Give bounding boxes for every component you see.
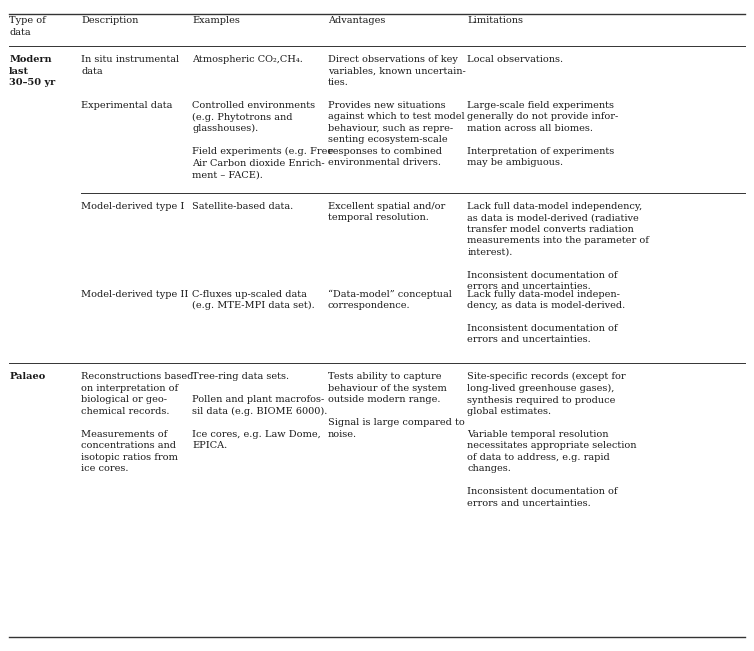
Text: Description: Description xyxy=(81,16,139,25)
Text: “Data-model” conceptual
correspondence.: “Data-model” conceptual correspondence. xyxy=(328,290,452,311)
Text: Large-scale field experiments
generally do not provide infor-
mation across all : Large-scale field experiments generally … xyxy=(467,101,619,167)
Text: Tests ability to capture
behaviour of the system
outside modern range.

Signal i: Tests ability to capture behaviour of th… xyxy=(328,372,464,439)
Text: Excellent spatial and/or
temporal resolution.: Excellent spatial and/or temporal resolu… xyxy=(328,202,446,222)
Text: Modern
last
30–50 yr: Modern last 30–50 yr xyxy=(9,55,55,87)
Text: C-fluxes up-scaled data
(e.g. MTE-MPI data set).: C-fluxes up-scaled data (e.g. MTE-MPI da… xyxy=(192,290,315,311)
Text: In situ instrumental
data: In situ instrumental data xyxy=(81,55,179,76)
Text: Atmospheric CO₂,CH₄.: Atmospheric CO₂,CH₄. xyxy=(192,55,303,64)
Text: Site-specific records (except for
long-lived greenhouse gases),
synthesis requir: Site-specific records (except for long-l… xyxy=(467,372,637,508)
Text: Controlled environments
(e.g. Phytotrons and
glasshouses).

Field experiments (e: Controlled environments (e.g. Phytotrons… xyxy=(192,101,333,179)
Text: Tree-ring data sets.

Pollen and plant macrofos-
sil data (e.g. BIOME 6000).

Ic: Tree-ring data sets. Pollen and plant ma… xyxy=(192,372,328,450)
Text: Experimental data: Experimental data xyxy=(81,101,173,110)
Text: Provides new situations
against which to test model
behaviour, such as repre-
se: Provides new situations against which to… xyxy=(328,101,464,167)
Text: Type of
data: Type of data xyxy=(9,16,46,36)
Text: Satellite-based data.: Satellite-based data. xyxy=(192,202,293,211)
Text: Model-derived type I: Model-derived type I xyxy=(81,202,185,211)
Text: Advantages: Advantages xyxy=(328,16,385,25)
Text: Local observations.: Local observations. xyxy=(467,55,563,64)
Text: Limitations: Limitations xyxy=(467,16,523,25)
Text: Model-derived type II: Model-derived type II xyxy=(81,290,188,299)
Text: Examples: Examples xyxy=(192,16,240,25)
Text: Lack full data-model independency,
as data is model-derived (radiative
transfer : Lack full data-model independency, as da… xyxy=(467,202,649,291)
Text: Reconstructions based
on interpretation of
biological or geo-
chemical records.
: Reconstructions based on interpretation … xyxy=(81,372,194,473)
Text: Lack fully data-model indepen-
dency, as data is model-derived.

Inconsistent do: Lack fully data-model indepen- dency, as… xyxy=(467,290,626,344)
Text: Palaeo: Palaeo xyxy=(9,372,45,381)
Text: Direct observations of key
variables, known uncertain-
ties.: Direct observations of key variables, kn… xyxy=(328,55,466,87)
